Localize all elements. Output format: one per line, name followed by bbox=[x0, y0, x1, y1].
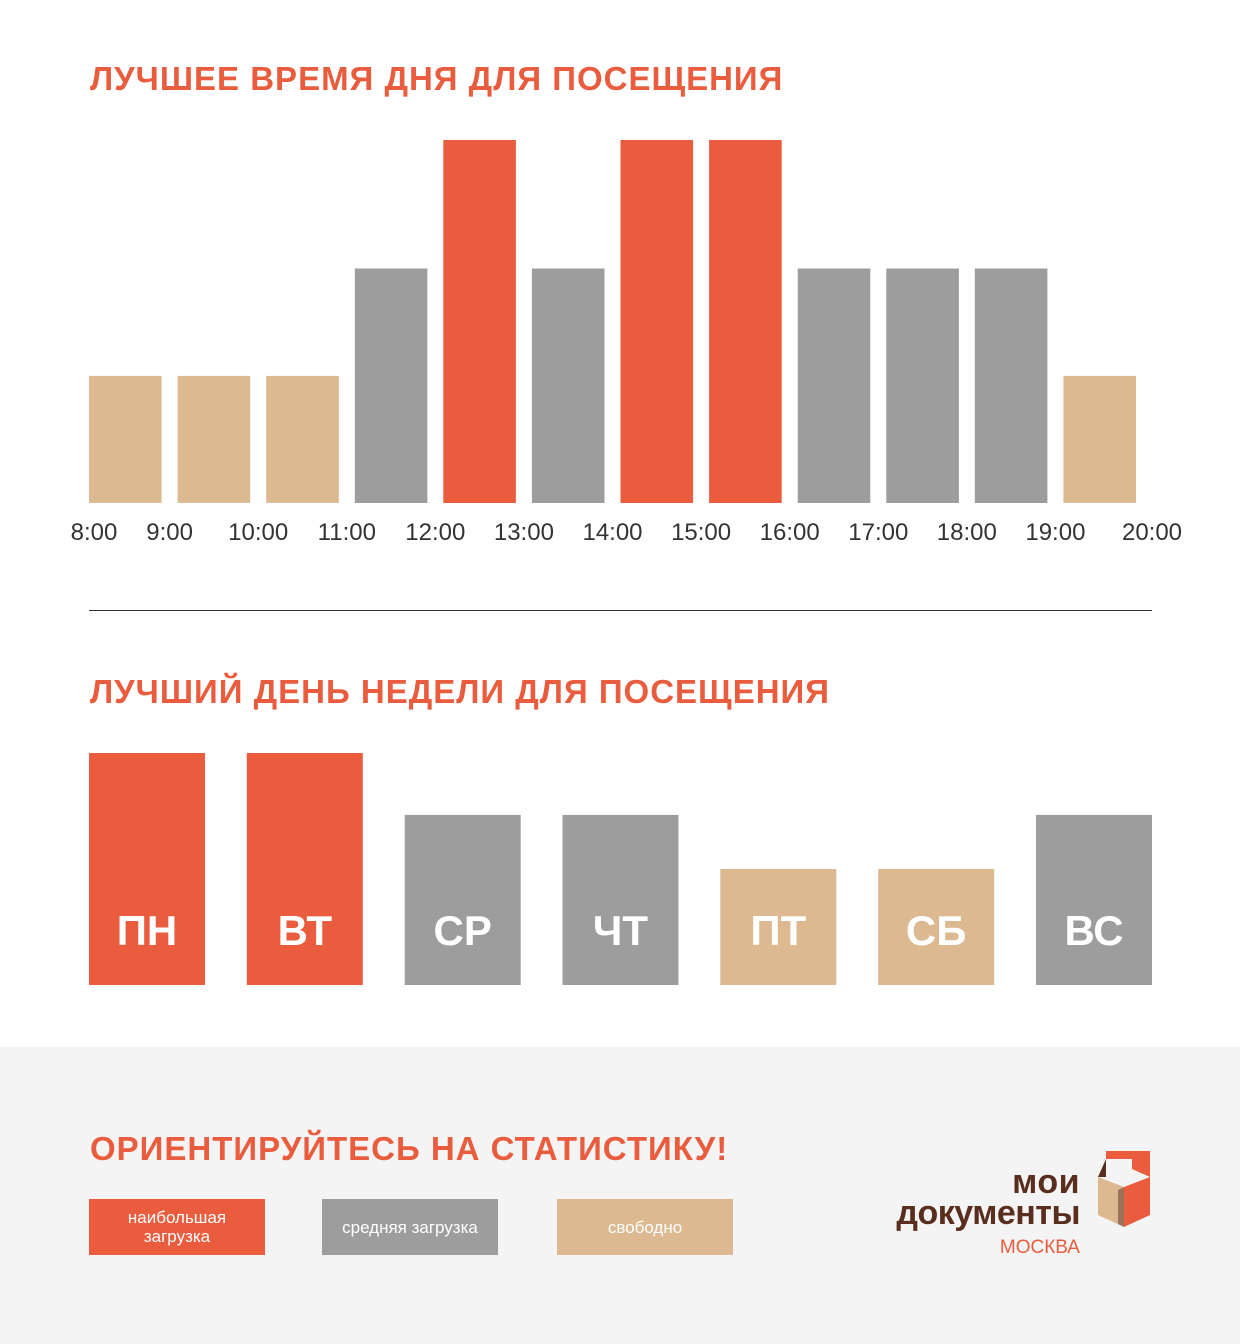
hour-tick-label: 16:00 bbox=[760, 519, 820, 546]
hour-tick-label: 18:00 bbox=[937, 519, 997, 546]
hour-tick-label: 12:00 bbox=[405, 519, 465, 546]
legend-medium-load: средняя загрузка bbox=[322, 1199, 498, 1255]
logo-line1: мои bbox=[1012, 1163, 1080, 1201]
day-bar-6 bbox=[1036, 814, 1152, 985]
day-label: ПН bbox=[117, 907, 178, 954]
logo-emblem-icon bbox=[1098, 1151, 1150, 1227]
hour-tick-label: 11:00 bbox=[318, 519, 376, 546]
day-bar-0 bbox=[89, 753, 205, 985]
hour-bar-1 bbox=[177, 375, 251, 503]
hours-chart: 8:00 9:00 10:00 11:00 12:00 13:00 14:00 15:00 16… bbox=[71, 140, 1182, 546]
hour-bar-5 bbox=[531, 268, 605, 503]
hour-tick-label: 8:00 bbox=[71, 519, 118, 546]
hour-bar-6 bbox=[620, 140, 694, 503]
hour-bar-3 bbox=[354, 268, 428, 503]
footer: ОРИЕНТИРУЙТЕСЬ НА СТАТИСТИКУ! наибольшая… bbox=[0, 1047, 1240, 1344]
hour-bar-7 bbox=[709, 140, 782, 503]
hour-tick-label: 19:00 bbox=[1025, 519, 1085, 546]
hour-tick-label: 10:00 bbox=[228, 519, 288, 546]
logo-city: МОСКВА bbox=[999, 1237, 1080, 1258]
legend-medium-label: средняя загрузка bbox=[342, 1217, 478, 1237]
legend-high-load: наибольшая загрузка bbox=[89, 1199, 265, 1255]
day-bar-2 bbox=[404, 814, 521, 985]
day-label: СБ bbox=[906, 907, 967, 954]
footer-title: ОРИЕНТИРУЙТЕСЬ НА СТАТИСТИКУ! bbox=[90, 1130, 729, 1167]
day-label: ВТ bbox=[278, 907, 333, 954]
hour-tick-label: 15:00 bbox=[671, 519, 731, 546]
logo-wordmark: мои документы МОСКВА bbox=[870, 1163, 1080, 1263]
hour-bar-10 bbox=[974, 268, 1048, 503]
day-label: ЧТ bbox=[593, 907, 649, 954]
hour-bar-4 bbox=[443, 140, 516, 503]
day-bar-5 bbox=[878, 869, 995, 985]
day-label: ПТ bbox=[750, 907, 806, 954]
hour-tick-label: 20:00 bbox=[1122, 519, 1182, 546]
hour-bar-11 bbox=[1063, 375, 1136, 503]
legend-high-label: наибольшая загрузка bbox=[127, 1208, 227, 1246]
day-bar-1 bbox=[246, 753, 363, 985]
day-bar-4 bbox=[720, 869, 837, 985]
day-label: СР bbox=[434, 907, 492, 954]
hour-tick-label: 13:00 bbox=[494, 519, 554, 546]
hour-bar-9 bbox=[886, 268, 959, 503]
day-label: ВС bbox=[1064, 907, 1123, 954]
days-chart: ПН ВТ СР ЧТ ПТ СБ ВС bbox=[89, 753, 1152, 985]
logo-line2: документы bbox=[896, 1194, 1080, 1232]
hour-tick-label: 17:00 bbox=[848, 519, 908, 546]
section-divider bbox=[89, 610, 1152, 611]
hour-bar-2 bbox=[266, 375, 339, 503]
day-bar-3 bbox=[562, 814, 679, 985]
hours-chart-title: ЛУЧШЕЕ ВРЕМЯ ДНЯ ДЛЯ ПОСЕЩЕНИЯ bbox=[90, 60, 784, 97]
legend-free: свободно bbox=[557, 1199, 733, 1255]
hour-tick-label: 9:00 bbox=[146, 519, 193, 546]
hour-bar-0 bbox=[89, 375, 162, 503]
days-chart-title: ЛУЧШИЙ ДЕНЬ НЕДЕЛИ ДЛЯ ПОСЕЩЕНИЯ bbox=[90, 673, 830, 710]
hour-tick-label: 14:00 bbox=[582, 519, 642, 546]
legend-free-label: свободно bbox=[607, 1217, 683, 1237]
hour-bar-8 bbox=[797, 268, 871, 503]
